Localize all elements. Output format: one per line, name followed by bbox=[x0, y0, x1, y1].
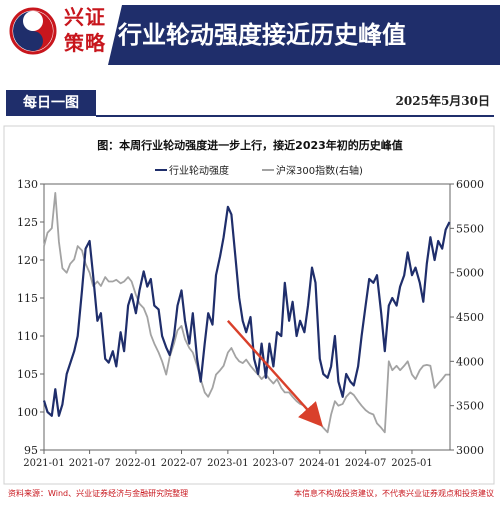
y-left-ticks: 95 100 105 110 115 120 125 130 bbox=[17, 178, 44, 457]
x-tick-label: 2024-01 bbox=[299, 458, 341, 469]
y-right-tick-label: 4000 bbox=[456, 355, 484, 368]
y-left-tick-label: 100 bbox=[17, 406, 38, 419]
disclaimer-note: 本信息不构成投资建议，不代表兴业证券观点和投资建议 bbox=[294, 489, 494, 498]
y-left-tick-label: 105 bbox=[17, 368, 38, 381]
page-title: 行业轮动强度接近历史峰值 bbox=[118, 21, 406, 49]
chart-title: 图：本周行业轮动强度进一步上行，接近2023年初的历史峰值 bbox=[97, 138, 403, 152]
brand-line-2: 策略 bbox=[64, 31, 106, 55]
x-tick-label: 2022-01 bbox=[115, 458, 157, 469]
y-right-tick-label: 3000 bbox=[456, 444, 484, 457]
brand-line-1: 兴证 bbox=[64, 5, 106, 29]
chart-frame bbox=[3, 125, 495, 485]
title-band bbox=[108, 5, 500, 65]
y-right-tick-label: 5500 bbox=[456, 222, 484, 235]
x-tick-label: 2023-07 bbox=[253, 458, 295, 469]
x-ticks: 2021-01 2021-07 2022-01 2022-07 2023-01 2023-… bbox=[23, 450, 433, 469]
legend-label-strength: 行业轮动强度 bbox=[169, 164, 229, 177]
publish-date: 2025年5月30日 bbox=[395, 94, 490, 108]
x-tick-label: 2023-01 bbox=[207, 458, 249, 469]
header: 兴证 策略 行业轮动强度接近历史峰值 bbox=[0, 0, 500, 75]
series-line-strength bbox=[42, 205, 451, 417]
y-right-tick-label: 4500 bbox=[456, 311, 484, 324]
y-left-tick-label: 130 bbox=[17, 178, 38, 191]
x-tick-label: 2022-07 bbox=[161, 458, 203, 469]
y-right-tick-label: 3500 bbox=[456, 400, 484, 413]
annotation-arrow bbox=[226, 319, 323, 427]
plot-area bbox=[43, 183, 451, 451]
x-tick-label: 2024-07 bbox=[345, 458, 387, 469]
y-left-tick-label: 95 bbox=[24, 444, 38, 457]
legend-label-hs300: 沪深300指数(右轴) bbox=[276, 164, 363, 177]
x-tick-label: 2021-07 bbox=[69, 458, 111, 469]
daily-chart-tab: 每日一图 bbox=[6, 90, 96, 116]
banner-rule bbox=[96, 115, 494, 117]
x-tick-label: 2025-01 bbox=[391, 458, 433, 469]
y-left-tick-label: 115 bbox=[17, 292, 38, 305]
y-right-ticks: 3000 3500 4000 4500 5000 5500 6000 bbox=[450, 178, 484, 457]
y-left-tick-label: 125 bbox=[17, 216, 38, 229]
series-line-hs300 bbox=[43, 192, 450, 434]
source-note: 资料来源：Wind、兴业证券经济与金融研究院整理 bbox=[8, 489, 189, 498]
y-left-tick-label: 110 bbox=[17, 330, 38, 343]
y-left-tick-label: 120 bbox=[17, 254, 38, 267]
xingzheng-logo-icon bbox=[9, 7, 57, 55]
x-tick-label: 2021-01 bbox=[23, 458, 65, 469]
y-right-tick-label: 6000 bbox=[456, 178, 484, 191]
y-right-tick-label: 5000 bbox=[456, 267, 484, 280]
